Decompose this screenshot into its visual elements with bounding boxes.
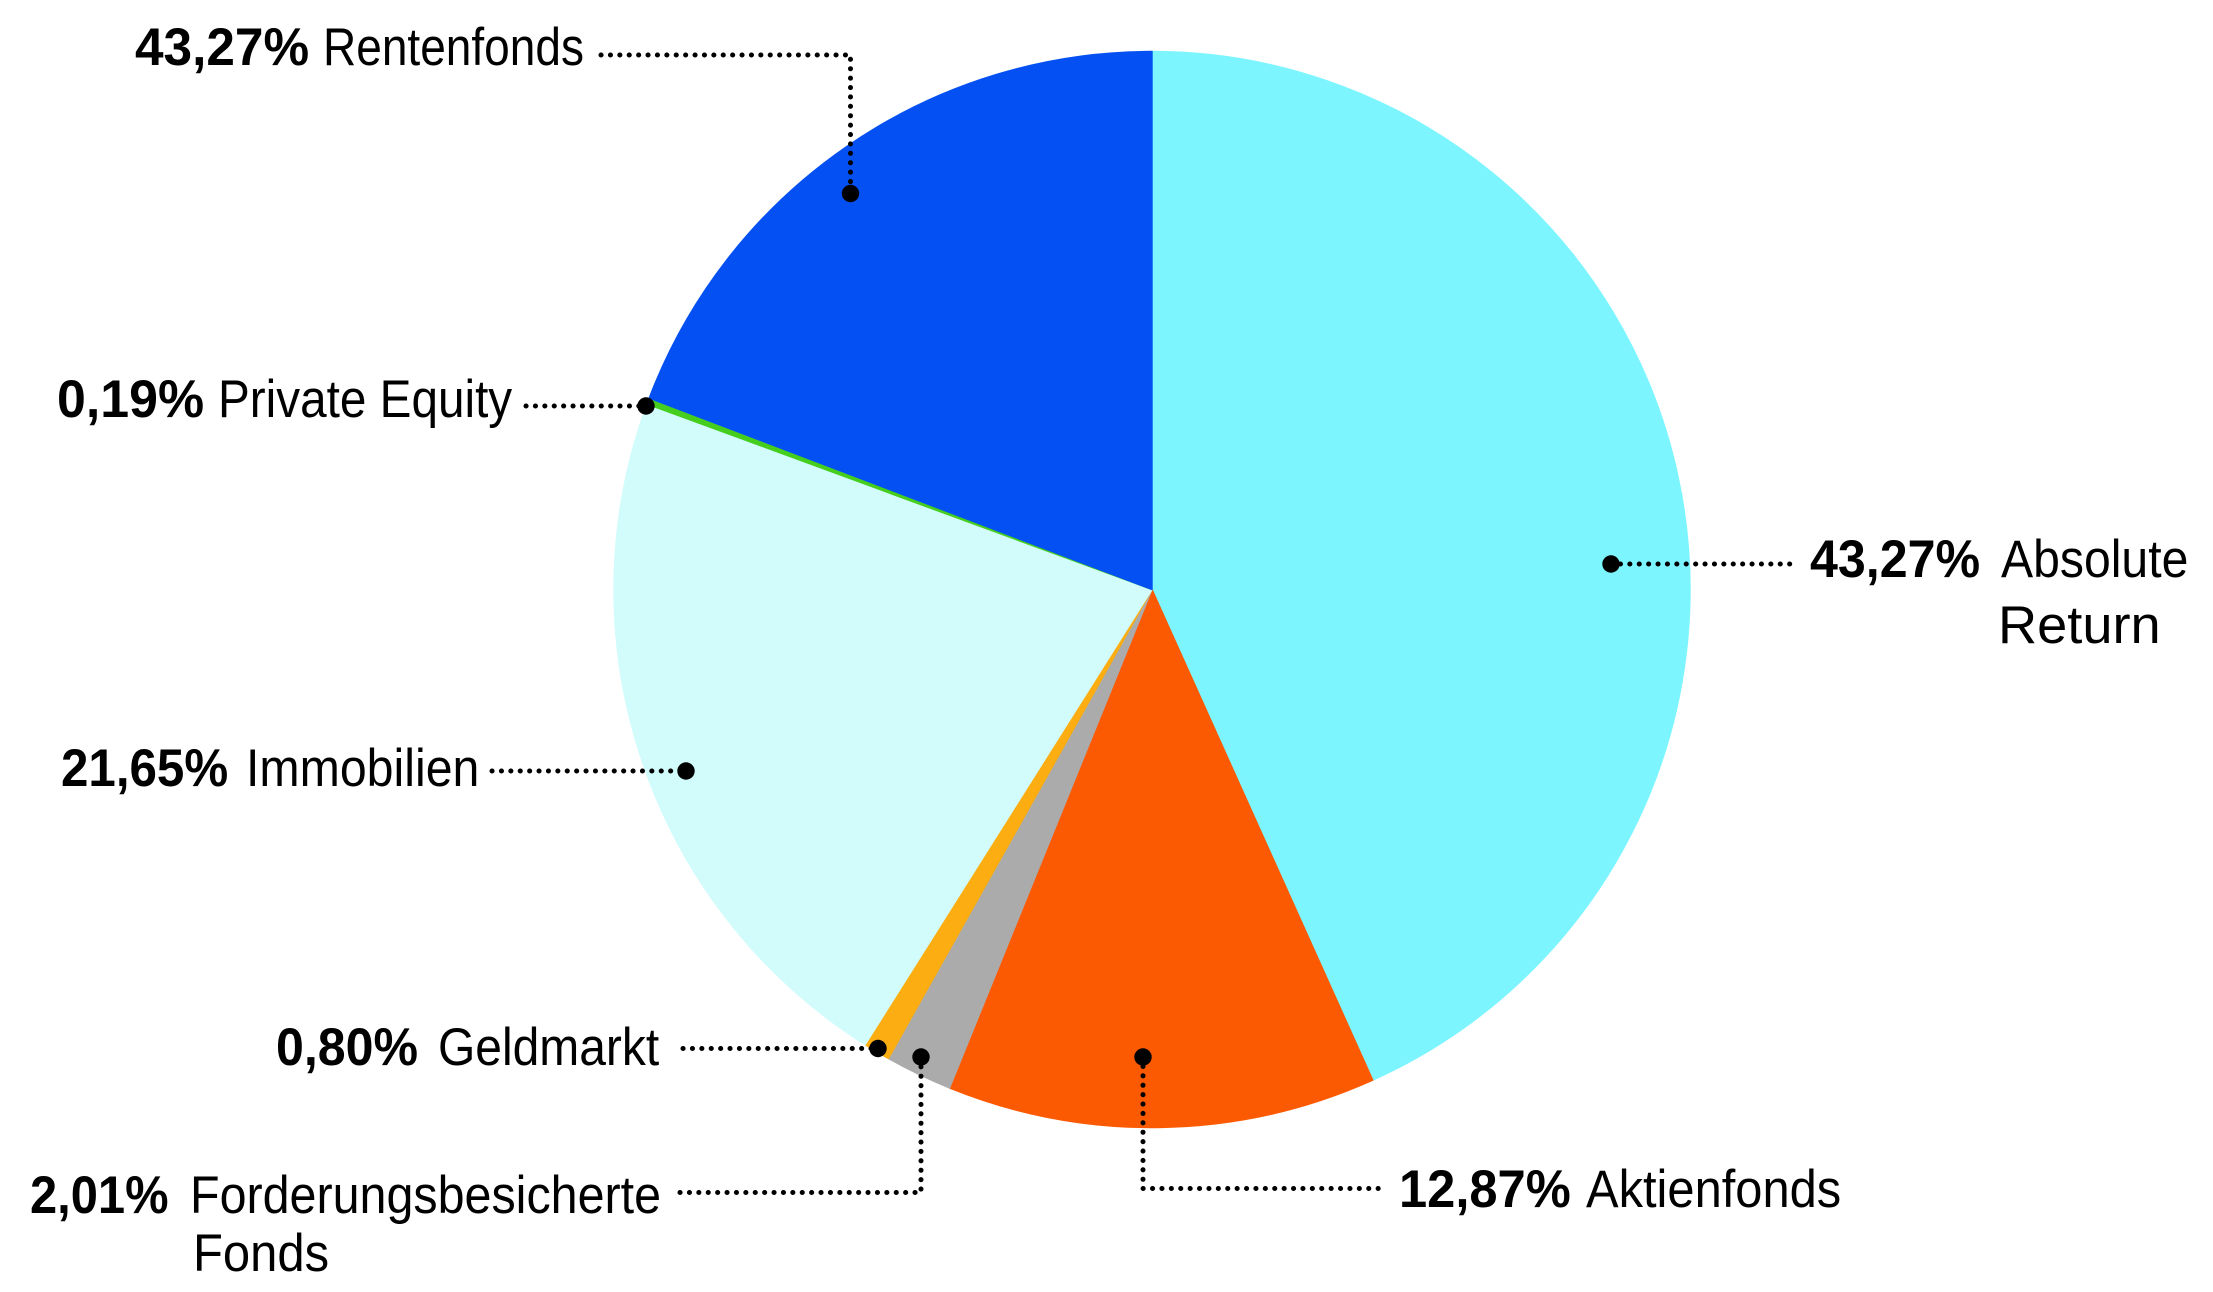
pie-slice-rentenfonds [648, 50, 1153, 591]
slice-label-immobilien: Immobilien [246, 739, 480, 799]
leader-dots [637, 184, 1620, 1066]
percent-value-geldmarkt: 0,80% [276, 1018, 419, 1078]
leader-line-forderungsbesicherte-fonds [677, 1054, 924, 1195]
slice-marker-dot-geldmarkt [869, 1039, 887, 1058]
slice-label-absolute-return-line1: Absolute [2001, 530, 2189, 590]
pie-slices [613, 50, 1691, 1129]
pie-slice-absolute-return [1151, 50, 1691, 1081]
pie-slice-aktienfonds [948, 588, 1374, 1129]
slice-marker-dot-aktienfonds [1134, 1048, 1152, 1066]
leader-lines [489, 52, 1797, 1195]
percent-value-rentenfonds: 43,27% [134, 18, 309, 78]
slice-marker-dot-absolute-return [1602, 555, 1620, 573]
percent-value-forderungsbesicherte-fonds: 2,01% [29, 1166, 169, 1226]
slice-label-forderungsbesicherte-fonds-line2: Fonds [193, 1223, 330, 1283]
leader-line-aktienfonds [1140, 1054, 1389, 1191]
slice-label-aktienfonds: Aktienfonds [1586, 1160, 1842, 1220]
leader-line-rentenfonds [598, 52, 853, 196]
percent-value-immobilien: 21,65% [60, 739, 229, 799]
pie-slice-immobilien [613, 403, 1153, 1046]
slice-marker-dot-forderungsbesicherte-fonds [912, 1048, 930, 1066]
slice-label-forderungsbesicherte-fonds-line1: Forderungsbesicherte [190, 1166, 662, 1226]
slice-label-private-equity: Private Equity [217, 370, 513, 430]
percent-value-absolute-return: 43,27% [1810, 530, 1981, 590]
percent-value-aktienfonds: 12,87% [1398, 1160, 1571, 1220]
slice-marker-dot-rentenfonds [841, 184, 860, 203]
slice-label-rentenfonds: Rentenfonds [323, 18, 585, 78]
slice-label-geldmarkt: Geldmarkt [438, 1018, 660, 1078]
slice-marker-dot-private-equity [637, 397, 655, 415]
percent-value-private-equity: 0,19% [56, 370, 204, 430]
slice-marker-dot-immobilien [677, 762, 695, 780]
slice-label-absolute-return-line2: Return [1997, 596, 2161, 656]
